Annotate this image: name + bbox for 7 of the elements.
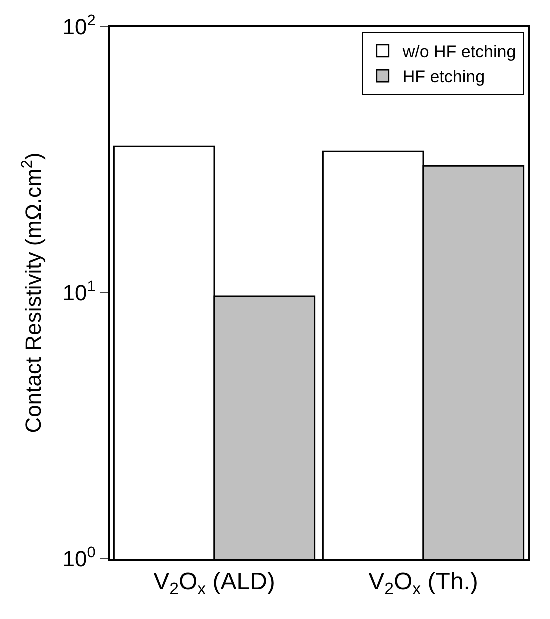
legend-label: HF etching <box>402 68 486 87</box>
x-tick-label: V$_{2}$O$_{x}$ (ALD) <box>154 568 276 599</box>
y-tick-label: 10$^{1}$ <box>62 278 96 306</box>
legend-label: w/o HF etching <box>402 42 516 62</box>
y-tick-label: 10$^{2}$ <box>62 12 96 40</box>
x-tick-label: V$_{2}$O$_{x}$ (Th.) <box>368 568 478 599</box>
y-tick-label: 10$^{0}$ <box>62 544 96 572</box>
